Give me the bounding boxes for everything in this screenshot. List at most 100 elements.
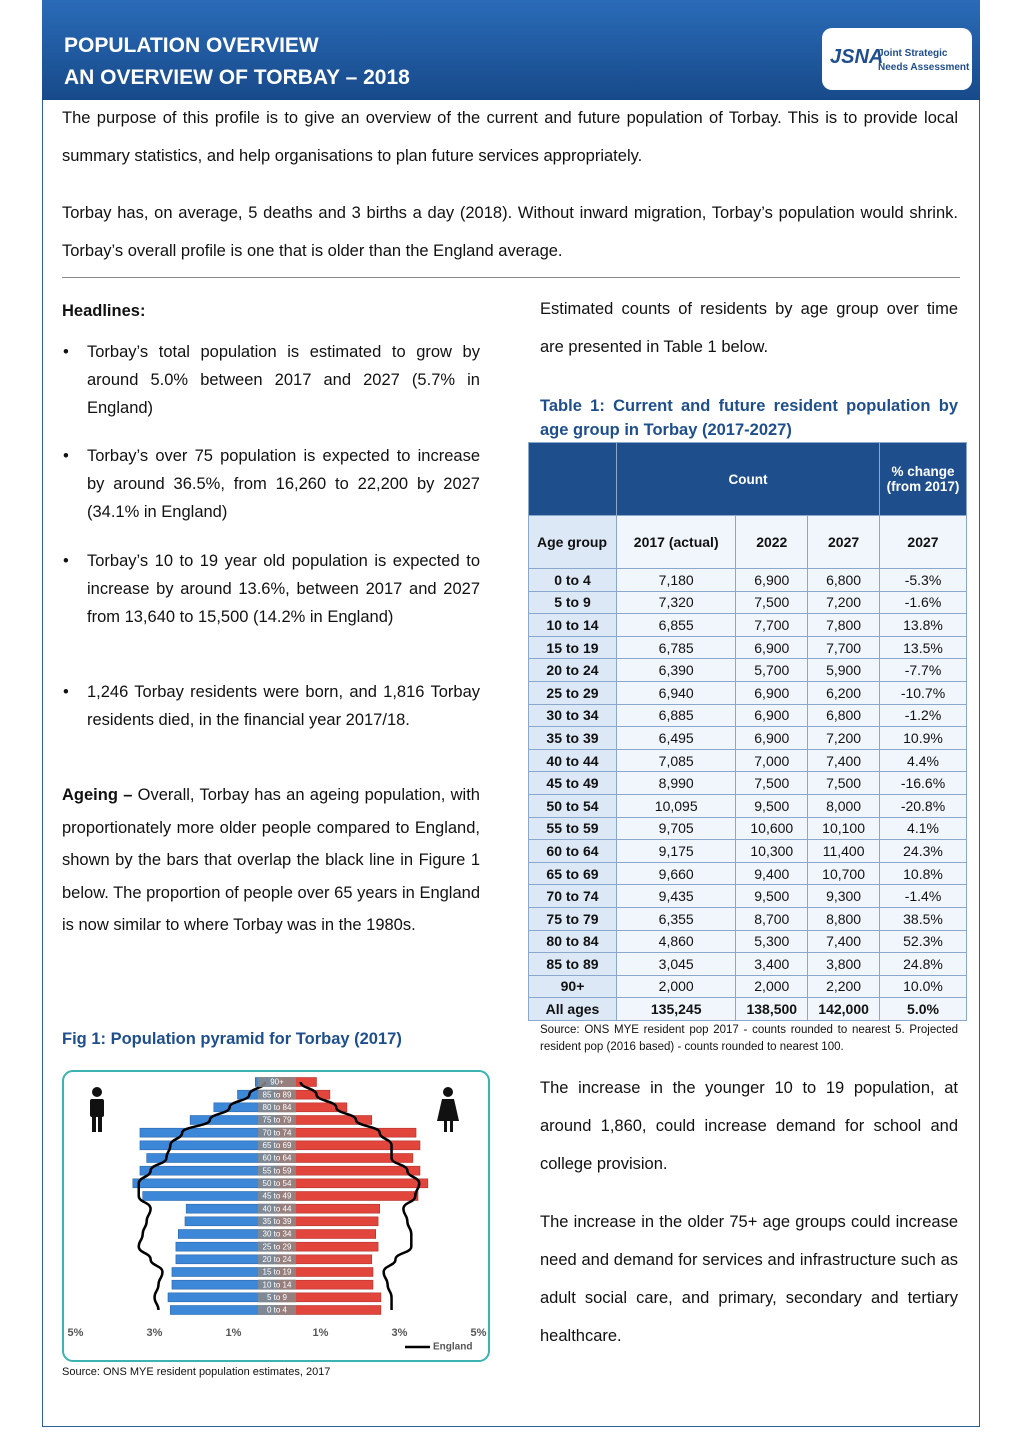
age-label-bg bbox=[258, 1127, 296, 1138]
table-cell: 6,200 bbox=[807, 680, 880, 705]
table-cell: 7,400 bbox=[807, 748, 880, 773]
logo-mark: JSNA bbox=[830, 46, 884, 68]
table-row: 70 to 74 9,435 9,500 9,300 -1.4% bbox=[528, 884, 967, 908]
bar bbox=[142, 1191, 278, 1201]
age-label: 20 to 24 bbox=[263, 1255, 292, 1264]
female-icon bbox=[437, 1087, 459, 1132]
bar bbox=[276, 1140, 421, 1151]
table-cell: 70 to 74 bbox=[528, 884, 617, 908]
table-cell: 10,100 bbox=[807, 816, 880, 841]
age-label-bg bbox=[258, 1191, 296, 1201]
table-cell: 2,000 bbox=[735, 974, 809, 999]
table-cell: 6,855 bbox=[615, 613, 737, 637]
table-row: All ages 135,245 138,500 142,000 5.0% bbox=[528, 997, 967, 1021]
paragraph: Estimated counts of residents by age gro… bbox=[540, 300, 958, 356]
table-cell: 0 to 4 bbox=[528, 568, 617, 592]
table-cell: 9,500 bbox=[735, 884, 809, 908]
x-tick-label: 5% bbox=[68, 1327, 84, 1339]
table-cell: 5 to 9 bbox=[528, 590, 617, 615]
table-cell: 5,700 bbox=[735, 658, 809, 682]
age-label-bg bbox=[258, 1153, 296, 1163]
table-cell: 9,435 bbox=[615, 884, 737, 908]
table-cell: 7,200 bbox=[807, 726, 880, 750]
age-label-bg bbox=[258, 1165, 296, 1176]
table-cell: 24.8% bbox=[879, 952, 967, 976]
age-label: 40 to 44 bbox=[263, 1204, 292, 1213]
header-cell: 2027 bbox=[879, 515, 967, 569]
table-cell: 65 to 69 bbox=[528, 861, 617, 886]
age-label-bg bbox=[258, 1279, 296, 1290]
age-label: 60 to 64 bbox=[263, 1154, 292, 1163]
table-cell: 10.9% bbox=[879, 726, 967, 750]
logo-line: Joint Strategic bbox=[878, 48, 948, 59]
header-cell: Age group bbox=[528, 515, 617, 569]
table-cell: 10,600 bbox=[735, 816, 809, 841]
age-label: 55 to 59 bbox=[263, 1166, 292, 1175]
table-cell: 85 to 89 bbox=[528, 952, 617, 976]
table-cell: -1.2% bbox=[879, 703, 967, 728]
table-row: 35 to 39 6,495 6,900 7,200 10.9% bbox=[528, 726, 967, 750]
logo-line: Needs Assessment bbox=[878, 62, 970, 73]
paragraph: The increase in the younger 10 to 19 pop… bbox=[540, 1079, 958, 1173]
table-cell: -1.4% bbox=[879, 884, 967, 908]
table-row: 30 to 34 6,885 6,900 6,800 -1.2% bbox=[528, 703, 967, 728]
bullet: Torbay’s 10 to 19 year old population is… bbox=[63, 547, 480, 631]
table-cell: 25 to 29 bbox=[528, 680, 617, 705]
table-cell: 138,500 bbox=[735, 997, 809, 1021]
title: POPULATION OVERVIEW bbox=[64, 34, 319, 57]
age-label-bg bbox=[258, 1292, 296, 1303]
table-row: 5 to 9 7,320 7,500 7,200 -1.6% bbox=[528, 590, 967, 615]
subtitle: AN OVERVIEW OF TORBAY – 2018 bbox=[64, 66, 410, 89]
table-cell: 6,900 bbox=[735, 680, 809, 705]
table-cell: 6,940 bbox=[615, 680, 737, 705]
england-line bbox=[299, 1081, 421, 1310]
table-cell: 90+ bbox=[528, 974, 617, 999]
table-cell: 7,000 bbox=[735, 748, 809, 773]
bar bbox=[139, 1140, 278, 1151]
table-row: 15 to 19 6,785 6,900 7,700 13.5% bbox=[528, 635, 967, 660]
table-cell: 7,180 bbox=[615, 568, 737, 592]
age-label: 70 to 74 bbox=[263, 1128, 292, 1137]
age-label-bg bbox=[258, 1089, 296, 1100]
age-label-bg bbox=[258, 1102, 296, 1113]
table-cell: 9,400 bbox=[735, 861, 809, 886]
table-cell: 7,320 bbox=[615, 590, 737, 615]
bar bbox=[139, 1165, 278, 1176]
table-cell: 13.8% bbox=[879, 613, 967, 637]
ageing-heading: Ageing – bbox=[62, 786, 133, 804]
logo: JSNA Joint Strategic Needs Assessment bbox=[822, 28, 972, 90]
table-cell: 10,700 bbox=[807, 861, 880, 886]
table-cell: 10 to 14 bbox=[528, 613, 617, 637]
figure-source: Source: ONS MYE resident population esti… bbox=[62, 1366, 331, 1378]
age-label: 75 to 79 bbox=[263, 1116, 292, 1125]
figure-caption: Fig 1: Population pyramid for Torbay (20… bbox=[62, 1030, 402, 1048]
x-tick-label: 1% bbox=[226, 1327, 242, 1339]
table-cell: 5,900 bbox=[807, 658, 880, 682]
table-cell: 2,000 bbox=[615, 974, 737, 999]
bar bbox=[132, 1178, 278, 1189]
table-cell: 60 to 64 bbox=[528, 839, 617, 863]
table-cell: 4,860 bbox=[615, 929, 737, 954]
age-label: 80 to 84 bbox=[263, 1103, 292, 1112]
legend-label: England bbox=[433, 1342, 472, 1353]
table-row: 45 to 49 8,990 7,500 7,500 -16.6% bbox=[528, 771, 967, 795]
table-cell: 7,200 bbox=[807, 590, 880, 615]
bar bbox=[139, 1127, 278, 1138]
table-cell: 55 to 59 bbox=[528, 816, 617, 841]
table-row: 20 to 24 6,390 5,700 5,900 -7.7% bbox=[528, 658, 967, 682]
bar bbox=[276, 1165, 421, 1176]
age-label-bg bbox=[258, 1305, 296, 1315]
table-cell: 4.4% bbox=[879, 748, 967, 773]
table-cell: 6,900 bbox=[735, 726, 809, 750]
table-cell: 9,705 bbox=[615, 816, 737, 841]
table-cell: 5,300 bbox=[735, 929, 809, 954]
age-label: 30 to 34 bbox=[263, 1230, 292, 1239]
age-label-bg bbox=[258, 1203, 296, 1214]
table-cell: 7,085 bbox=[615, 748, 737, 773]
table-cell: 7,500 bbox=[735, 590, 809, 615]
table-cell: 142,000 bbox=[807, 997, 880, 1021]
age-label: 0 to 4 bbox=[267, 1306, 288, 1315]
age-label-bg bbox=[258, 1216, 296, 1227]
header-cell bbox=[528, 442, 617, 516]
page-border bbox=[42, 0, 980, 1427]
